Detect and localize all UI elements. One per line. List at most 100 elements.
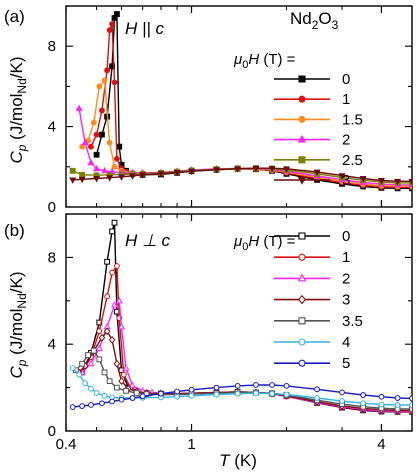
data-point bbox=[252, 165, 260, 173]
data-point bbox=[253, 390, 259, 397]
legend-label: 3 bbox=[342, 292, 350, 309]
data-point bbox=[101, 392, 108, 399]
legend-marker bbox=[297, 294, 307, 305]
data-point bbox=[96, 356, 103, 363]
data-point bbox=[409, 395, 412, 402]
legend-marker bbox=[298, 156, 306, 164]
data-point bbox=[90, 347, 97, 354]
panel-a-legend-title: μ0H (T) = bbox=[233, 51, 296, 71]
data-point bbox=[69, 404, 76, 411]
series-line-0 bbox=[95, 11, 412, 189]
data-point bbox=[101, 77, 108, 84]
data-point bbox=[339, 389, 345, 396]
data-point bbox=[188, 392, 195, 399]
data-point bbox=[109, 228, 115, 235]
legend-label: 1 bbox=[342, 249, 350, 266]
data-point bbox=[377, 178, 385, 185]
legend-label: 0 bbox=[342, 71, 350, 88]
y-tick-label: 4 bbox=[48, 119, 56, 136]
y-tick-label: 8 bbox=[48, 249, 56, 266]
data-point bbox=[88, 402, 94, 408]
data-point bbox=[129, 381, 136, 388]
legend-label: 3.5 bbox=[342, 313, 363, 330]
panel-b-legend-title: μ0H (T) = bbox=[233, 233, 296, 253]
legend-label: 5 bbox=[342, 355, 350, 372]
data-point bbox=[99, 400, 105, 407]
data-point bbox=[188, 168, 196, 176]
legend-marker bbox=[298, 317, 306, 325]
data-point bbox=[129, 395, 136, 401]
data-point bbox=[174, 393, 180, 400]
panel-a-field-label: H || c bbox=[125, 19, 165, 38]
data-point bbox=[118, 396, 125, 403]
data-point bbox=[114, 11, 120, 17]
data-area bbox=[69, 219, 412, 415]
panel-a-ylabel: Cp (J/molNd/K) bbox=[7, 56, 29, 163]
data-point bbox=[106, 139, 113, 146]
data-area bbox=[69, 11, 412, 192]
data-point bbox=[104, 293, 111, 300]
data-point bbox=[253, 382, 259, 388]
panel-b-xlabel: T (K) bbox=[219, 451, 257, 470]
legend-label: 0 bbox=[342, 228, 350, 245]
data-point bbox=[108, 335, 116, 344]
data-point bbox=[106, 175, 114, 182]
data-point bbox=[339, 398, 345, 404]
data-point bbox=[173, 170, 181, 177]
data-point bbox=[213, 167, 220, 174]
data-point bbox=[78, 176, 86, 184]
data-point bbox=[408, 178, 412, 186]
legend-label: 3 bbox=[342, 172, 350, 189]
panel-a-compound-label: Nd2O3 bbox=[290, 9, 339, 32]
data-point bbox=[101, 369, 108, 376]
data-point bbox=[118, 322, 126, 330]
legend-label: 2 bbox=[342, 270, 350, 287]
data-point bbox=[88, 143, 94, 150]
legend-marker bbox=[298, 359, 306, 367]
data-point bbox=[360, 392, 367, 398]
y-tick-label: 8 bbox=[48, 38, 56, 55]
data-point bbox=[213, 391, 220, 398]
data-point bbox=[409, 402, 412, 408]
legend-marker bbox=[298, 232, 306, 240]
y-tick-label: 0 bbox=[48, 199, 56, 216]
panel-a: (a) H || c Nd2O3 μ0H (T) = Cp (J/molNd/K… bbox=[4, 5, 413, 216]
legend-marker bbox=[298, 253, 306, 261]
data-point bbox=[359, 176, 367, 183]
data-point bbox=[104, 67, 111, 74]
data-point bbox=[234, 382, 241, 389]
data-point bbox=[79, 171, 86, 178]
x-tick-label: 0.4 bbox=[56, 436, 77, 453]
y-tick-label: 4 bbox=[48, 336, 56, 353]
data-point bbox=[81, 138, 89, 146]
data-point bbox=[283, 391, 290, 398]
data-point bbox=[69, 365, 76, 371]
data-point bbox=[116, 143, 123, 150]
data-point bbox=[114, 384, 120, 391]
data-point bbox=[129, 173, 136, 180]
data-point bbox=[82, 380, 89, 387]
data-point bbox=[93, 176, 101, 183]
data-point bbox=[234, 166, 242, 173]
data-point bbox=[133, 390, 140, 396]
legend-marker bbox=[297, 177, 307, 185]
x-tick-label: 1 bbox=[187, 436, 195, 453]
data-point bbox=[88, 385, 94, 392]
data-point bbox=[79, 143, 86, 150]
data-point bbox=[122, 364, 130, 371]
data-point bbox=[120, 371, 127, 378]
series-line-5 bbox=[72, 384, 412, 408]
data-point bbox=[103, 327, 111, 336]
data-point bbox=[123, 387, 129, 394]
legend-label: 1 bbox=[342, 91, 350, 108]
data-point bbox=[101, 166, 109, 174]
plot-frame bbox=[65, 5, 413, 208]
panel-b-label: (b) bbox=[4, 221, 25, 240]
data-point bbox=[96, 328, 103, 335]
legend-label: 2 bbox=[342, 132, 350, 149]
data-point bbox=[99, 131, 105, 138]
legend-marker bbox=[298, 95, 306, 103]
data-point bbox=[111, 79, 118, 86]
data-point bbox=[111, 301, 119, 308]
legend-marker bbox=[298, 338, 306, 346]
